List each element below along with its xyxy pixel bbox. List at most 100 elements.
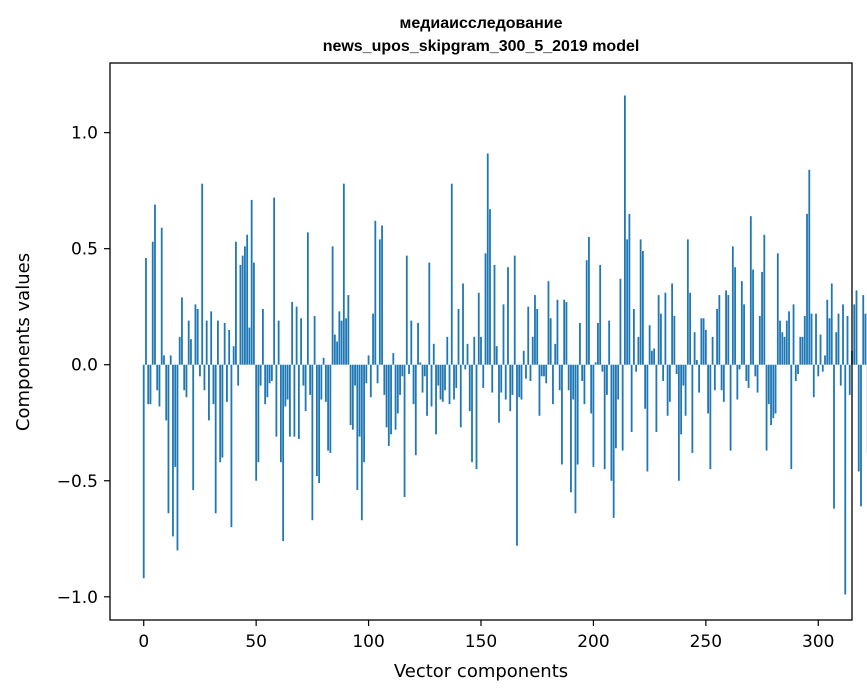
- bar-173: [531, 336, 534, 365]
- bar-232: [664, 292, 667, 365]
- bar-314: [848, 364, 851, 395]
- bar-316: [853, 304, 856, 365]
- bar-31: [212, 364, 215, 405]
- bar-199: [590, 364, 593, 414]
- bar-66: [291, 302, 294, 365]
- bar-83: [329, 364, 332, 453]
- bar-293: [801, 336, 804, 365]
- bar-149: [477, 292, 480, 365]
- bar-85: [333, 334, 336, 365]
- bar-89: [342, 183, 345, 365]
- bar-38: [228, 329, 231, 365]
- bar-155: [491, 364, 494, 393]
- bar-67: [293, 364, 296, 437]
- bar-259: [725, 290, 727, 365]
- bar-210: [615, 364, 617, 449]
- bar-274: [758, 315, 761, 365]
- bar-48: [250, 199, 253, 365]
- bar-43: [239, 264, 242, 365]
- bar-278: [767, 364, 770, 405]
- bar-18: [183, 364, 186, 391]
- bar-262: [731, 246, 734, 365]
- bar-30: [210, 311, 213, 365]
- bar-286: [785, 320, 788, 365]
- bar-221: [639, 239, 642, 365]
- bar-285: [783, 336, 786, 365]
- bar-17: [181, 297, 183, 365]
- bar-317: [855, 290, 858, 365]
- bar-46: [246, 234, 249, 365]
- bar-292: [799, 336, 802, 365]
- bar-59: [275, 364, 278, 437]
- bar-252: [709, 364, 712, 470]
- bar-231: [662, 364, 665, 381]
- bar-118: [408, 364, 410, 374]
- bar-226: [650, 350, 653, 365]
- bar-212: [619, 278, 622, 365]
- bar-191: [572, 364, 575, 400]
- bar-320: [862, 295, 865, 365]
- bar-268: [745, 364, 748, 381]
- bar-108: [385, 364, 388, 428]
- bar-126: [426, 364, 428, 416]
- bar-71: [302, 364, 305, 386]
- bar-170: [525, 364, 527, 379]
- y-tick-label-2: 0.0: [71, 356, 98, 376]
- bar-258: [722, 364, 725, 402]
- bar-28: [205, 320, 208, 365]
- bar-195: [581, 364, 584, 381]
- x-tick-label-100: 100: [352, 632, 384, 652]
- bar-304: [826, 299, 829, 365]
- bar-291: [797, 364, 799, 374]
- bar-236: [673, 315, 676, 365]
- bar-207: [608, 320, 611, 365]
- bar-270: [749, 216, 752, 365]
- bar-111: [392, 353, 395, 365]
- bar-275: [761, 271, 763, 365]
- bar-112: [394, 364, 397, 430]
- bar-14: [174, 364, 177, 467]
- bar-163: [509, 364, 512, 412]
- bar-33: [217, 320, 219, 365]
- bar-233: [666, 364, 669, 416]
- bar-56: [268, 364, 271, 384]
- bar-40: [232, 346, 235, 365]
- bar-34: [219, 364, 222, 463]
- bar-1: [145, 257, 147, 365]
- bar-296: [808, 169, 811, 365]
- bar-189: [567, 364, 570, 391]
- bar-183: [554, 343, 557, 365]
- bar-157: [495, 346, 498, 365]
- bar-20: [187, 320, 190, 365]
- bar-267: [743, 304, 745, 365]
- bar-52: [259, 364, 262, 386]
- bar-307: [833, 364, 835, 509]
- bar-295: [806, 213, 808, 365]
- bar-115: [401, 364, 404, 377]
- bar-55: [266, 364, 269, 398]
- bar-144: [466, 343, 469, 365]
- bar-180: [547, 281, 550, 365]
- bar-51: [257, 364, 260, 463]
- bar-99: [365, 364, 368, 384]
- bar-110: [390, 364, 392, 435]
- bar-165: [513, 255, 516, 365]
- bar-184: [556, 299, 559, 365]
- bar-114: [399, 364, 401, 395]
- bar-123: [419, 362, 422, 365]
- bar-283: [779, 320, 781, 365]
- bar-57: [270, 364, 273, 381]
- bar-42: [237, 364, 240, 386]
- bar-303: [824, 355, 826, 365]
- bar-104: [376, 364, 379, 384]
- bar-140: [457, 309, 460, 365]
- bar-300: [817, 364, 820, 377]
- bar-206: [606, 364, 608, 395]
- bar-162: [507, 267, 509, 365]
- bar-25: [199, 364, 201, 377]
- bar-117: [405, 255, 408, 365]
- bar-161: [504, 364, 507, 400]
- bar-201: [594, 362, 597, 365]
- bar-106: [381, 225, 383, 365]
- bar-241: [684, 364, 687, 416]
